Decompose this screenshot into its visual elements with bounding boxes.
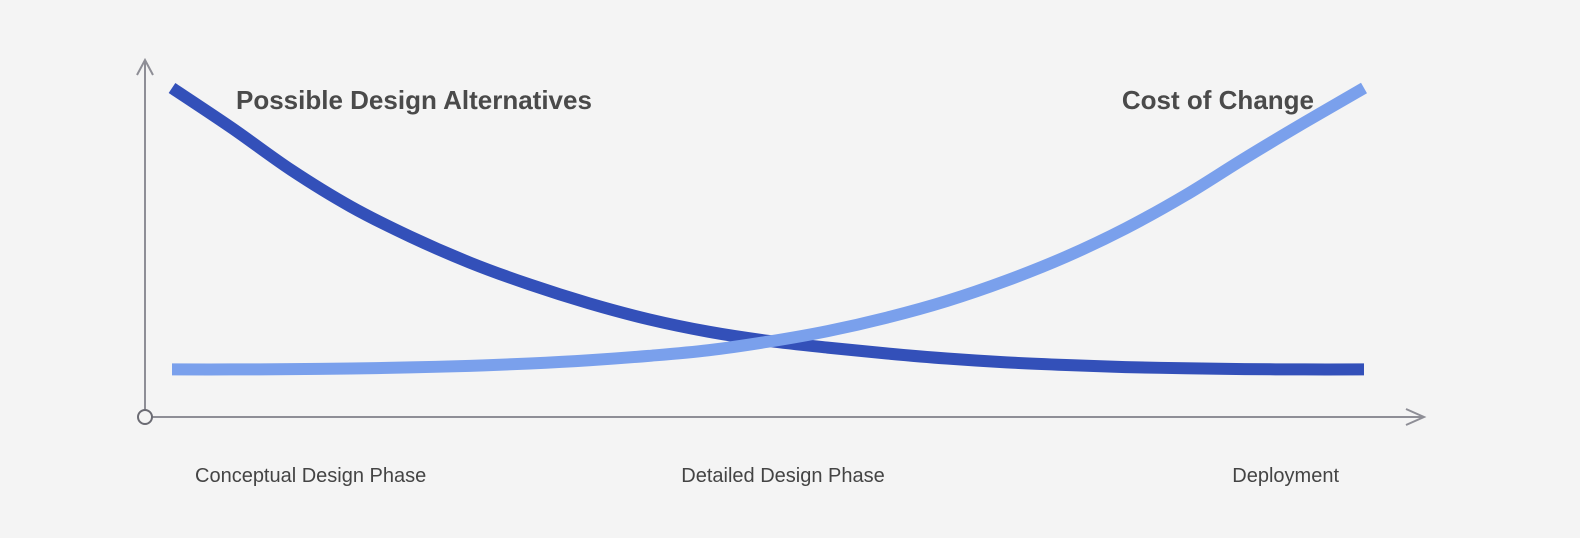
- x-tick-label-deployment: Deployment: [1232, 465, 1339, 487]
- y-axis-arrowhead: [136, 57, 154, 76]
- origin-marker: [137, 409, 153, 425]
- series-line-possible-design-alternatives: [168, 83, 1365, 376]
- series-layer: [168, 82, 1368, 376]
- series-label-cost-of-change: Cost of Change: [1122, 85, 1314, 115]
- x-axis-arrowhead: [1405, 408, 1427, 426]
- series-line-cost-of-change: [171, 82, 1368, 376]
- x-tick-label-conceptual: Conceptual Design Phase: [195, 465, 426, 487]
- x-tick-label-detailed: Detailed Design Phase: [681, 465, 884, 487]
- series-label-design-alternatives: Possible Design Alternatives: [236, 85, 592, 115]
